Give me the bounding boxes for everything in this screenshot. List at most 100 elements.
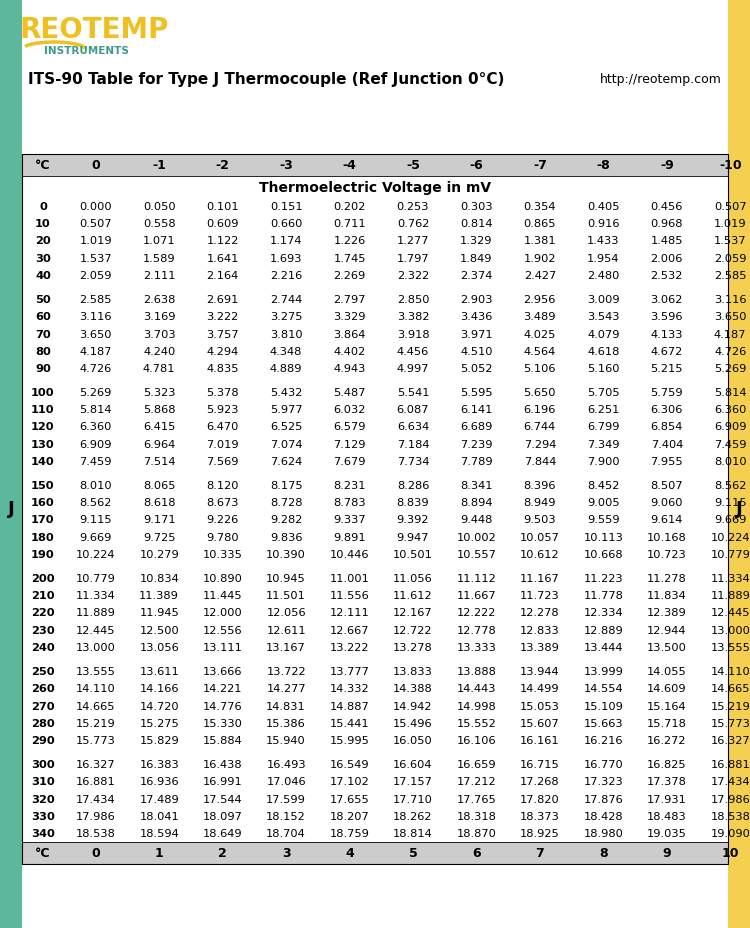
Text: 4.618: 4.618 bbox=[587, 346, 620, 356]
Text: 17.434: 17.434 bbox=[76, 793, 116, 804]
Text: 1.122: 1.122 bbox=[206, 237, 238, 246]
Text: 1.797: 1.797 bbox=[397, 253, 429, 264]
Text: 0.865: 0.865 bbox=[524, 219, 556, 229]
Text: 120: 120 bbox=[32, 422, 55, 432]
Text: 5.432: 5.432 bbox=[270, 388, 302, 398]
Text: 130: 130 bbox=[31, 439, 55, 449]
Text: 4.402: 4.402 bbox=[334, 346, 366, 356]
Text: 19.090: 19.090 bbox=[710, 828, 750, 838]
Text: 16.272: 16.272 bbox=[647, 735, 686, 745]
Text: 15.607: 15.607 bbox=[520, 718, 560, 728]
Text: 60: 60 bbox=[35, 312, 51, 322]
Text: 6.087: 6.087 bbox=[397, 405, 429, 415]
Bar bbox=[22, 267, 728, 284]
Text: 0.558: 0.558 bbox=[142, 219, 176, 229]
Text: 7.459: 7.459 bbox=[80, 457, 112, 467]
Text: 10.224: 10.224 bbox=[710, 532, 750, 542]
Bar bbox=[22, 731, 728, 749]
Text: 7.734: 7.734 bbox=[397, 457, 429, 467]
Text: 14.887: 14.887 bbox=[330, 701, 370, 711]
Text: 2.059: 2.059 bbox=[714, 253, 746, 264]
Text: 7.349: 7.349 bbox=[587, 439, 620, 449]
Text: 13.167: 13.167 bbox=[266, 642, 306, 652]
Text: 10: 10 bbox=[722, 846, 739, 859]
Text: 3.436: 3.436 bbox=[460, 312, 493, 322]
Text: 15.219: 15.219 bbox=[76, 718, 116, 728]
Text: 10.501: 10.501 bbox=[393, 549, 433, 560]
Bar bbox=[22, 384, 728, 401]
Bar bbox=[22, 453, 728, 470]
Text: 3.275: 3.275 bbox=[270, 312, 302, 322]
Text: 17.046: 17.046 bbox=[266, 777, 306, 786]
Text: 12.389: 12.389 bbox=[647, 608, 687, 618]
Text: 16.327: 16.327 bbox=[76, 759, 116, 769]
Text: 6.744: 6.744 bbox=[524, 422, 556, 432]
Text: 6.360: 6.360 bbox=[80, 422, 112, 432]
Text: 150: 150 bbox=[32, 481, 55, 491]
Text: 4.997: 4.997 bbox=[397, 364, 429, 373]
Text: 0.814: 0.814 bbox=[460, 219, 493, 229]
Text: 1.019: 1.019 bbox=[80, 237, 112, 246]
Text: 18.318: 18.318 bbox=[457, 811, 497, 820]
Text: 8.065: 8.065 bbox=[143, 481, 176, 491]
Text: 7.184: 7.184 bbox=[397, 439, 429, 449]
Text: 17.710: 17.710 bbox=[393, 793, 433, 804]
Bar bbox=[22, 215, 728, 233]
Text: 15.663: 15.663 bbox=[584, 718, 623, 728]
Text: 17.157: 17.157 bbox=[393, 777, 433, 786]
Text: 260: 260 bbox=[31, 684, 55, 693]
Text: 6.689: 6.689 bbox=[460, 422, 493, 432]
Text: 18.041: 18.041 bbox=[140, 811, 179, 820]
Text: 5.052: 5.052 bbox=[460, 364, 493, 373]
Text: 11.834: 11.834 bbox=[647, 590, 687, 600]
Text: 18.925: 18.925 bbox=[520, 828, 560, 838]
Text: 6.306: 6.306 bbox=[650, 405, 683, 415]
Text: 12.889: 12.889 bbox=[584, 625, 623, 635]
Text: 3.382: 3.382 bbox=[397, 312, 429, 322]
Text: 5.541: 5.541 bbox=[397, 388, 429, 398]
Text: 200: 200 bbox=[32, 574, 55, 584]
Text: 9.669: 9.669 bbox=[714, 515, 746, 525]
Text: 30: 30 bbox=[35, 253, 51, 264]
Text: 10.335: 10.335 bbox=[202, 549, 242, 560]
Text: Thermoelectric Voltage in mV: Thermoelectric Voltage in mV bbox=[259, 180, 491, 194]
Text: 3: 3 bbox=[282, 846, 290, 859]
Text: 12.167: 12.167 bbox=[393, 608, 433, 618]
Text: 140: 140 bbox=[31, 457, 55, 467]
Text: 0: 0 bbox=[92, 159, 100, 172]
Text: 6.634: 6.634 bbox=[397, 422, 429, 432]
Text: #F0C020: #F0C020 bbox=[76, 8, 83, 9]
Bar bbox=[22, 401, 728, 419]
Text: 4.726: 4.726 bbox=[80, 364, 112, 373]
Text: 18.594: 18.594 bbox=[140, 828, 179, 838]
Text: 15.773: 15.773 bbox=[710, 718, 750, 728]
Text: 16.493: 16.493 bbox=[266, 759, 306, 769]
Text: -1: -1 bbox=[152, 159, 166, 172]
Text: 90: 90 bbox=[35, 364, 51, 373]
Text: 2.903: 2.903 bbox=[460, 295, 493, 304]
Text: 0.762: 0.762 bbox=[397, 219, 429, 229]
Text: 11.112: 11.112 bbox=[457, 574, 497, 584]
Text: 7.459: 7.459 bbox=[714, 439, 746, 449]
Bar bbox=[22, 529, 728, 546]
Bar bbox=[22, 511, 728, 529]
Text: 4.510: 4.510 bbox=[460, 346, 493, 356]
Text: INSTRUMENTS: INSTRUMENTS bbox=[44, 46, 128, 56]
Text: 2.427: 2.427 bbox=[524, 271, 556, 280]
Text: 8.452: 8.452 bbox=[587, 481, 620, 491]
Text: 11.556: 11.556 bbox=[330, 590, 370, 600]
Text: 0.456: 0.456 bbox=[650, 202, 683, 212]
Bar bbox=[22, 587, 728, 604]
Text: 110: 110 bbox=[32, 405, 55, 415]
Text: 16.161: 16.161 bbox=[520, 735, 560, 745]
Text: 8.010: 8.010 bbox=[714, 457, 746, 467]
Text: 2.059: 2.059 bbox=[80, 271, 112, 280]
Text: 5.595: 5.595 bbox=[460, 388, 493, 398]
Text: 8.120: 8.120 bbox=[206, 481, 238, 491]
Text: 12.222: 12.222 bbox=[457, 608, 496, 618]
Text: 10.945: 10.945 bbox=[266, 574, 306, 584]
Text: 6.032: 6.032 bbox=[333, 405, 366, 415]
Text: 5.160: 5.160 bbox=[587, 364, 620, 373]
Text: 14.609: 14.609 bbox=[647, 684, 686, 693]
Text: 1.537: 1.537 bbox=[714, 237, 746, 246]
